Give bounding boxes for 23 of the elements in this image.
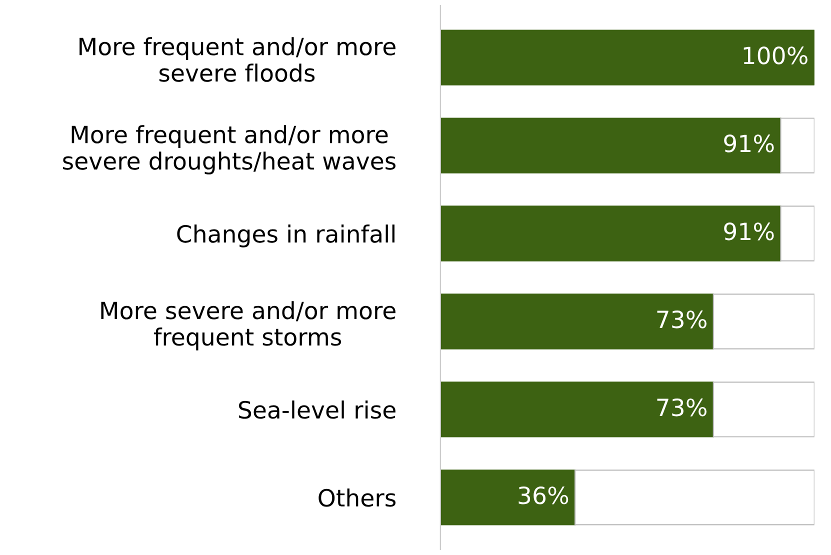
bar	[712, 294, 814, 350]
bar	[440, 30, 814, 86]
bar	[712, 382, 814, 438]
bar	[440, 470, 576, 526]
y-tick-label: Sea-level rise	[238, 400, 396, 419]
data-label: 36%	[518, 486, 568, 504]
bar	[780, 118, 814, 174]
data-label: 91%	[724, 134, 774, 152]
bar	[440, 382, 714, 438]
data-label: 91%	[724, 222, 774, 240]
bar	[440, 294, 714, 350]
data-label: 73%	[657, 310, 706, 328]
y-tick-label: More severe and/or more frequent storms	[101, 301, 396, 350]
data-label: 100%	[744, 46, 808, 64]
y-tick-label: Changes in rainfall	[177, 224, 394, 248]
bar	[574, 470, 814, 526]
y-tick-label: More frequent and/or more severe droughts/heat waves	[63, 125, 396, 174]
bar	[440, 206, 782, 262]
bar	[780, 206, 814, 262]
y-tick-label: More frequent and/or more severe floods	[80, 37, 396, 82]
y-tick-label: Others	[318, 488, 396, 507]
data-label: 73%	[657, 398, 706, 416]
bar	[440, 118, 782, 174]
